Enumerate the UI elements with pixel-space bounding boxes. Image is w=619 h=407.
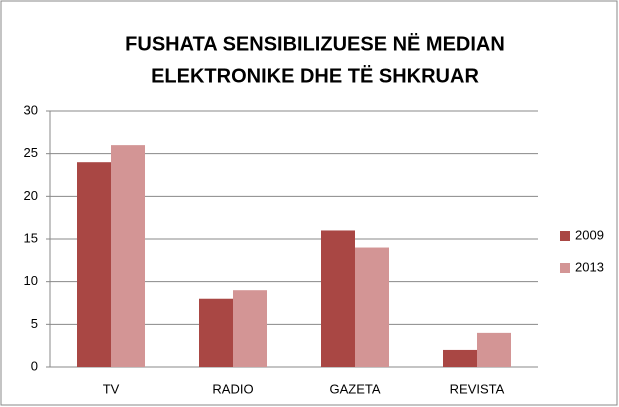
x-tick-label: RADIO	[212, 381, 253, 396]
bar	[111, 145, 145, 367]
x-tick-label: REVISTA	[450, 381, 505, 396]
bar	[477, 332, 511, 367]
chart-title: FUSHATA SENSIBILIZUESE NË MEDIAN	[125, 32, 505, 55]
y-tick-label: 20	[24, 188, 38, 203]
y-tick-label: 0	[31, 358, 38, 373]
legend-label: 2013	[575, 259, 604, 274]
legend-swatch	[560, 231, 570, 241]
y-tick-label: 10	[24, 273, 38, 288]
y-tick-label: 15	[24, 230, 38, 245]
legend-swatch	[560, 263, 570, 273]
y-tick-label: 30	[24, 102, 38, 117]
bar	[199, 298, 233, 367]
bar	[355, 247, 389, 367]
bar	[321, 230, 355, 367]
bar	[443, 349, 477, 367]
y-tick-label: 25	[24, 145, 38, 160]
x-tick-label: TV	[103, 381, 120, 396]
legend-label: 2009	[575, 227, 604, 242]
bar	[77, 162, 111, 367]
x-tick-label: GAZETA	[329, 381, 380, 396]
y-tick-label: 5	[31, 316, 38, 331]
bar	[233, 290, 267, 367]
chart-title: ELEKTRONIKE DHE TË SHKRUAR	[151, 64, 479, 87]
